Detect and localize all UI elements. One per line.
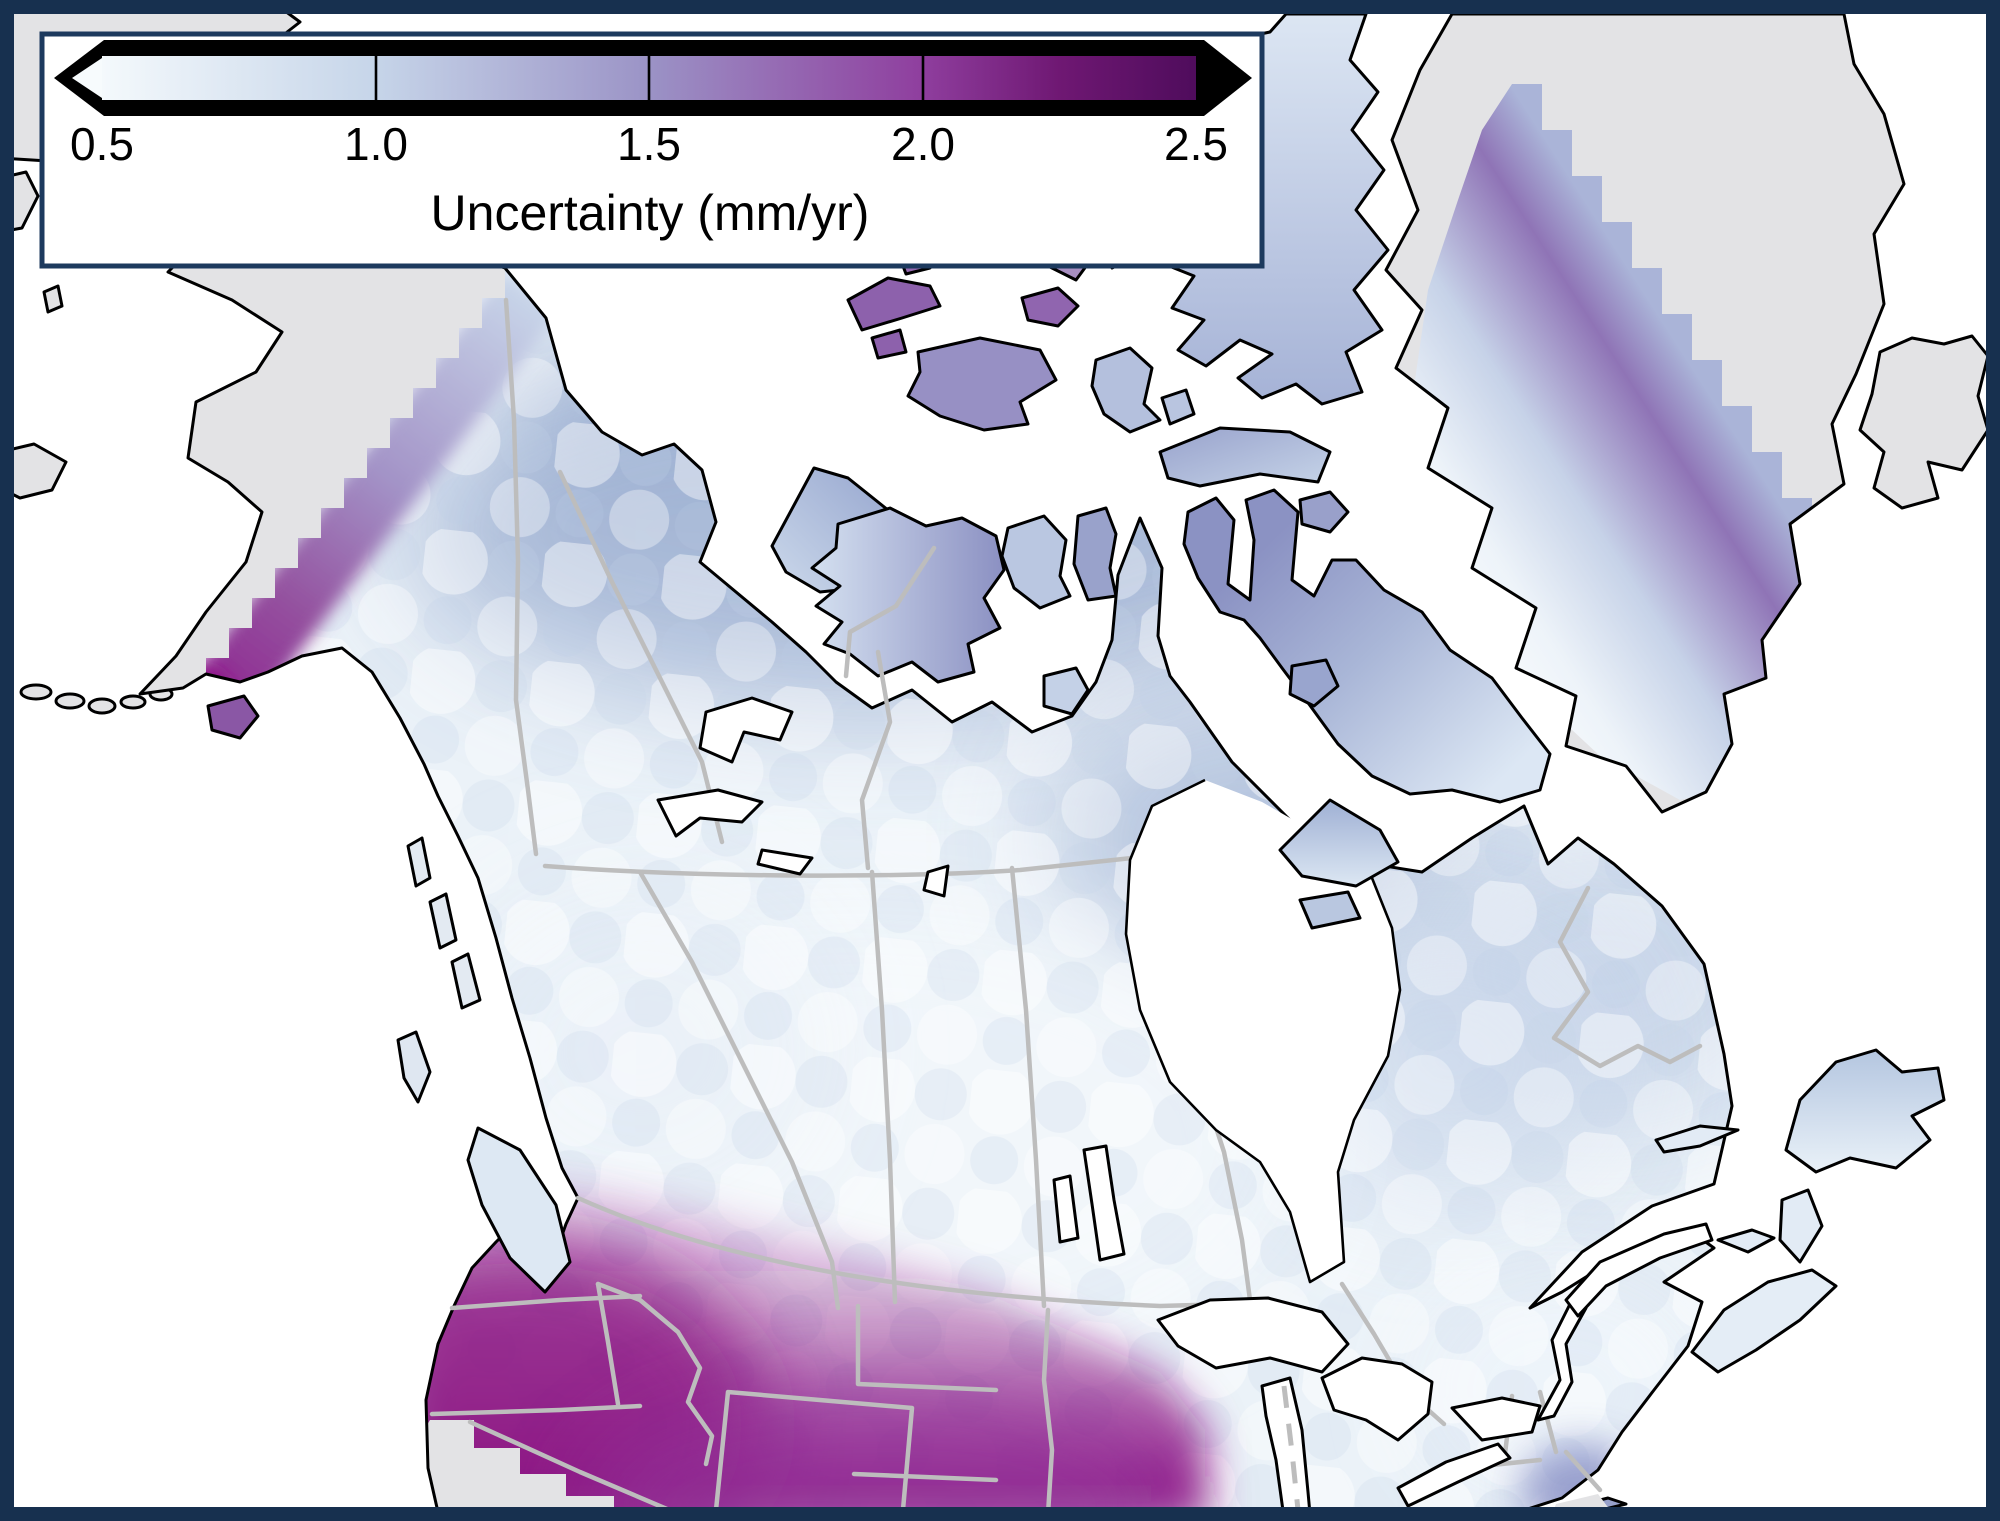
- border-alberta-sask: [869, 869, 898, 1305]
- great-slave-lake: [656, 788, 764, 838]
- colorbar-tick-label: 0.5: [70, 118, 134, 170]
- reindeer-lake: [922, 864, 950, 898]
- coats-island: [1298, 890, 1362, 930]
- haida-gwaii: [396, 1030, 432, 1104]
- colorbar-tick-label: 2.5: [1164, 118, 1228, 170]
- border-mt-nd: [851, 1303, 999, 1483]
- aleutian-island: [119, 694, 147, 710]
- melville-island: [906, 336, 1058, 432]
- border-yukon-nwt: [557, 469, 725, 845]
- lake-athabasca: [756, 848, 814, 876]
- lake-winnipegosis: [1052, 1174, 1080, 1244]
- nova-scotia: [1690, 1268, 1838, 1374]
- eglinton-island: [870, 328, 908, 360]
- border-id-mt: [595, 1281, 715, 1467]
- admin-borders: [429, 297, 1703, 1521]
- kodiak-island: [206, 694, 260, 740]
- cape-breton-island: [1778, 1188, 1824, 1264]
- lakes: [656, 696, 1714, 1520]
- great-bear-lake: [698, 696, 794, 764]
- alexander-island: [406, 836, 432, 888]
- border-id-west: [595, 1281, 621, 1407]
- king-william-island: [1042, 666, 1090, 716]
- vancouver-island: [466, 1126, 572, 1294]
- border-quebec-labrador: [1551, 885, 1703, 1069]
- st-lawrence-estuary: [1564, 1222, 1714, 1318]
- devon-island: [1158, 426, 1332, 488]
- mackenzie-king-island: [1020, 286, 1080, 328]
- prince-edward-island: [1716, 1228, 1776, 1254]
- atlantic-islands: [1550, 1048, 1946, 1521]
- border-or-ca: [429, 1403, 643, 1417]
- alexander-island: [450, 952, 482, 1010]
- hudson-bay-shoreline: [1124, 778, 1402, 1284]
- prince-charles-island: [1288, 658, 1340, 708]
- lake-winnipeg: [1082, 1144, 1126, 1262]
- border-wa-or: [449, 1293, 643, 1311]
- anticosti-island: [1654, 1124, 1740, 1154]
- border-minnesota-west: [1041, 1307, 1055, 1517]
- iceland: [1858, 334, 1990, 510]
- somerset-island: [1072, 506, 1118, 602]
- border-wyoming: [713, 1389, 915, 1521]
- lake-ontario: [1450, 1396, 1542, 1442]
- cornwallis-island: [1160, 388, 1196, 426]
- aleutian-island: [54, 692, 86, 710]
- lake-erie: [1396, 1442, 1512, 1508]
- bylot-island: [1298, 490, 1350, 534]
- field-magenta-east: [580, 1385, 1180, 1521]
- colorbar-legend: 0.5 1.0 1.5 2.0 2.5 Uncertainty (mm/yr): [39, 31, 1265, 269]
- prince-of-wales-island: [1000, 514, 1072, 610]
- bathurst-island: [1090, 346, 1162, 434]
- border-us-canada: [575, 1195, 1233, 1309]
- field-alaska-edge-band: [183, 268, 561, 731]
- border-bc-alberta: [637, 869, 841, 1311]
- lake-superior: [1156, 1296, 1350, 1374]
- border-victoria-island: [843, 545, 937, 679]
- alexander-island: [428, 892, 458, 950]
- border-ca-nv: [467, 1419, 691, 1521]
- hudson-bay: [1124, 778, 1402, 1284]
- colorbar-under-arrow: [72, 58, 102, 98]
- southampton-island: [1278, 798, 1400, 888]
- prince-patrick-island: [846, 276, 942, 332]
- colorbar-tick-label: 1.0: [344, 118, 408, 170]
- victoria-island: [810, 506, 1006, 684]
- border-sask-manitoba: [1009, 865, 1047, 1309]
- baffin-island: [1182, 488, 1552, 804]
- island: [42, 284, 64, 314]
- islands: [206, 12, 1552, 1294]
- border-60th-parallel: [542, 855, 1135, 878]
- colorbar-tick-label: 2.0: [891, 118, 955, 170]
- border-nwt-nunavut: [859, 649, 893, 871]
- colorbar-title: Uncertainty (mm/yr): [431, 185, 870, 241]
- no-data-california: [370, 1420, 668, 1521]
- colorbar-tick-label: 1.5: [617, 118, 681, 170]
- border-alaska-yukon: [503, 297, 539, 857]
- lake-huron: [1320, 1356, 1434, 1442]
- aleutian-island: [87, 697, 117, 715]
- newfoundland: [1784, 1048, 1946, 1174]
- aleutian-island: [19, 683, 53, 701]
- st-lawrence-island: [0, 442, 68, 500]
